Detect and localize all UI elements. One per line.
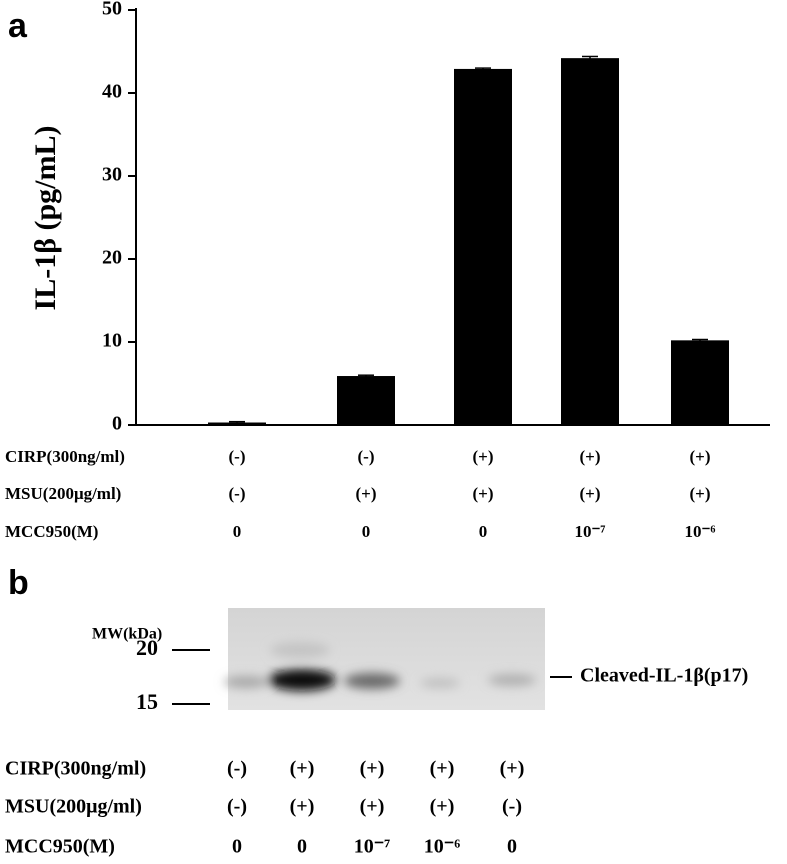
panel-letter: a	[8, 7, 28, 45]
blot-bands	[224, 642, 536, 691]
condition-value: (+)	[430, 796, 455, 818]
condition-value: 0	[479, 522, 488, 541]
condition-label: MCC950(M)	[5, 522, 98, 541]
condition-value: (+)	[360, 796, 385, 818]
condition-value: (-)	[229, 484, 246, 503]
condition-value: 0	[297, 836, 307, 858]
condition-value: (+)	[360, 758, 385, 780]
bar	[561, 58, 619, 425]
y-tick-label: 50	[102, 0, 122, 20]
panel-letter: b	[8, 564, 29, 602]
condition-value: (-)	[229, 447, 246, 466]
condition-label: MSU(200μg/ml)	[5, 796, 142, 818]
y-tick-label: 20	[102, 247, 122, 269]
condition-value: (+)	[290, 758, 315, 780]
condition-value: 10⁻⁶	[424, 836, 461, 858]
condition-value: (-)	[502, 796, 522, 818]
bar	[337, 376, 395, 425]
condition-value: (+)	[579, 484, 600, 503]
condition-value: (+)	[472, 484, 493, 503]
y-tick-label: 40	[102, 81, 122, 103]
condition-value: (-)	[227, 758, 247, 780]
condition-value: 10⁻⁷	[354, 836, 391, 858]
y-tick-label: 0	[112, 413, 122, 435]
condition-value: 0	[233, 522, 242, 541]
band-label: Cleaved-IL-1β(p17)	[580, 665, 748, 687]
bar	[671, 340, 729, 425]
condition-value: (+)	[689, 447, 710, 466]
mw-marker-label: 15	[136, 689, 158, 714]
condition-value: (+)	[689, 484, 710, 503]
condition-label: MSU(200μg/ml)	[5, 484, 121, 503]
condition-value: (+)	[579, 447, 600, 466]
condition-value: (+)	[355, 484, 376, 503]
condition-label: CIRP(300ng/ml)	[5, 758, 146, 780]
mw-label: MW(kDa)	[92, 626, 162, 643]
blot-image	[228, 608, 545, 710]
bar	[454, 68, 512, 426]
y-axis-label: IL-1β (pg/mL)	[29, 126, 62, 311]
condition-label: MCC950(M)	[5, 836, 115, 858]
condition-value: (+)	[290, 796, 315, 818]
condition-value: (+)	[472, 447, 493, 466]
condition-value: 0	[507, 836, 517, 858]
y-tick-label: 30	[102, 164, 122, 186]
condition-value: 0	[362, 522, 371, 541]
condition-value: (-)	[227, 796, 247, 818]
condition-value: (-)	[358, 447, 375, 466]
condition-value: 10⁻⁷	[574, 522, 605, 541]
mw-marker-label: 20	[136, 635, 158, 660]
y-tick-label: 10	[102, 330, 122, 352]
condition-value: (+)	[430, 758, 455, 780]
condition-value: (+)	[500, 758, 525, 780]
condition-value: 0	[232, 836, 242, 858]
bar	[208, 422, 266, 425]
condition-value: 10⁻⁶	[684, 522, 715, 541]
condition-label: CIRP(300ng/ml)	[5, 447, 125, 466]
